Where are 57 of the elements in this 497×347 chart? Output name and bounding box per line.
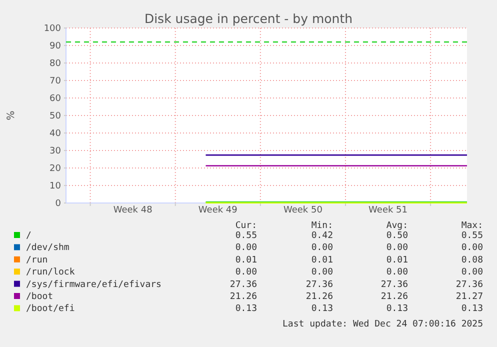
x-tick-label: Week 51 xyxy=(368,205,408,216)
text: 0.13 xyxy=(311,304,333,314)
text: Last update: Wed Dec 24 07:00:16 2025 xyxy=(282,319,483,330)
legend-label: /boot/efi xyxy=(26,304,75,314)
legend-label: /dev/shm xyxy=(26,243,70,254)
text: 21.26 xyxy=(306,292,333,302)
y-tick-label: 10 xyxy=(50,181,62,192)
y-tick-label: 70 xyxy=(50,76,62,86)
text: 0.00 xyxy=(386,243,408,254)
text: 0.00 xyxy=(311,268,333,278)
y-tick-label: 20 xyxy=(50,164,62,174)
x-tick-label: Week 50 xyxy=(283,205,323,216)
y-tick-label: 40 xyxy=(50,128,62,139)
text: 0.00 xyxy=(461,268,483,278)
y-tick-label: 50 xyxy=(50,111,62,122)
y-tick-label: 0 xyxy=(55,198,62,209)
text: 0.55 xyxy=(235,231,257,241)
legend-label: /sys/firmware/efi/efivars xyxy=(26,280,162,290)
text: 0.42 xyxy=(311,231,333,241)
text: 21.26 xyxy=(230,292,257,302)
legend-label: /boot xyxy=(26,292,54,302)
text: Max: xyxy=(461,221,483,231)
x-tick-label: Week 48 xyxy=(113,205,153,216)
text: 0.13 xyxy=(235,304,257,314)
text: 21.26 xyxy=(380,292,408,302)
text: 0.13 xyxy=(461,304,483,314)
text: 0.55 xyxy=(461,231,483,241)
text: 0.00 xyxy=(235,268,257,278)
chart-title: Disk usage in percent - by month xyxy=(144,11,353,26)
text: 0.13 xyxy=(386,304,408,314)
text: 0.00 xyxy=(235,243,257,254)
text: 0.00 xyxy=(461,243,483,254)
text: 27.36 xyxy=(380,280,408,290)
text: Avg: xyxy=(386,221,408,231)
text: 0.01 xyxy=(386,255,408,266)
y-tick-label: 100 xyxy=(44,24,62,34)
y-tick-label: 80 xyxy=(50,58,62,69)
text: 27.36 xyxy=(456,280,483,290)
legend-label: /run xyxy=(26,255,48,266)
text: 27.36 xyxy=(306,280,333,290)
text: 0.50 xyxy=(386,231,408,241)
text: 0.01 xyxy=(235,255,257,266)
text: 21.27 xyxy=(456,292,483,302)
text: 0.00 xyxy=(311,243,333,254)
text: 0.08 xyxy=(461,255,483,266)
y-tick-label: 90 xyxy=(50,41,62,52)
text: 27.36 xyxy=(230,280,257,290)
text: 0.01 xyxy=(311,255,333,266)
y-tick-label: 60 xyxy=(50,94,62,104)
x-tick-label: Week 49 xyxy=(198,205,238,216)
y-axis-title: % xyxy=(6,110,17,120)
text: Min: xyxy=(311,221,333,231)
legend-label: /run/lock xyxy=(26,268,76,278)
text: 0.00 xyxy=(386,268,408,278)
y-tick-label: 30 xyxy=(50,146,62,156)
legend-label: / xyxy=(26,231,32,241)
text: Cur: xyxy=(235,221,257,231)
